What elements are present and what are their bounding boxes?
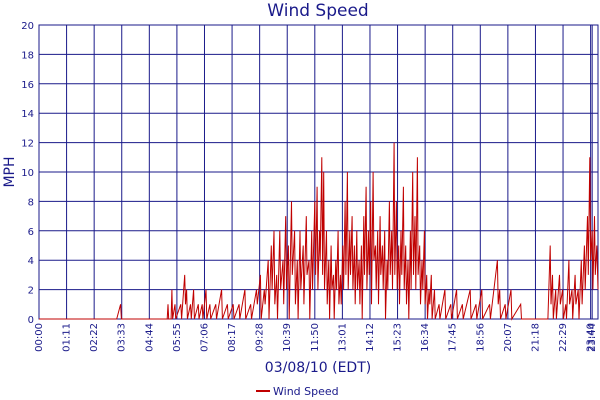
y-tick-label: 18 xyxy=(21,50,34,61)
x-tick-label: 00:00 xyxy=(34,323,45,352)
series-line-wind-speed xyxy=(39,142,599,321)
x-tick-label: 03:33 xyxy=(117,323,128,352)
x-tick-label: 17:45 xyxy=(448,323,459,352)
series-layer xyxy=(39,142,599,321)
y-tick-label: 20 xyxy=(21,21,34,32)
legend: Wind Speed xyxy=(256,385,339,398)
grid xyxy=(39,24,598,320)
y-tick-label: 14 xyxy=(21,109,34,120)
x-tick-label: 13:01 xyxy=(337,323,348,352)
x-tick-label: 10:39 xyxy=(282,323,293,352)
x-tick-label: 15:23 xyxy=(393,323,404,352)
x-tick-label: 16:34 xyxy=(420,323,431,352)
x-tick-label: 05:55 xyxy=(172,323,183,352)
x-tick-label: 04:44 xyxy=(144,323,155,352)
y-tick-label: 8 xyxy=(28,197,34,208)
y-tick-label: 2 xyxy=(28,286,34,297)
y-tick-label: 6 xyxy=(28,227,34,238)
x-tick-label: 02:22 xyxy=(89,323,100,352)
x-tick-label: 20:07 xyxy=(503,323,514,352)
legend-label: Wind Speed xyxy=(273,385,339,398)
x-tick-labels: 00:00 01:11 02:22 03:33 04:44 05:55 07:06 08:17… xyxy=(34,323,598,352)
chart-title: Wind Speed xyxy=(267,1,368,21)
y-tick-label: 16 xyxy=(21,80,34,91)
y-tick-label: 10 xyxy=(21,168,34,179)
x-tick-label: 08:17 xyxy=(227,323,238,352)
y-tick-label: 0 xyxy=(28,315,34,326)
x-tick-label: 07:06 xyxy=(199,323,210,352)
x-tick-label: 23:44 xyxy=(587,323,598,352)
x-tick-label: 14:12 xyxy=(365,323,376,352)
x-axis-label: 03/08/10 (EDT) xyxy=(265,360,371,376)
x-tick-label: 18:56 xyxy=(475,323,486,352)
y-axis-label: MPH xyxy=(2,156,18,187)
x-tick-label: 22:29 xyxy=(558,323,569,352)
y-tick-labels: 0 2 4 6 8 10 12 14 16 18 20 xyxy=(21,21,34,326)
x-tick-label: 09:28 xyxy=(255,323,266,352)
y-tick-label: 12 xyxy=(21,139,34,150)
x-tick-label: 01:11 xyxy=(62,323,73,352)
y-tick-label: 4 xyxy=(28,256,34,267)
x-tick-label: 23:40 xyxy=(586,323,597,352)
x-tick-label: 21:18 xyxy=(530,323,541,352)
x-tick-label: 11:50 xyxy=(310,323,321,352)
